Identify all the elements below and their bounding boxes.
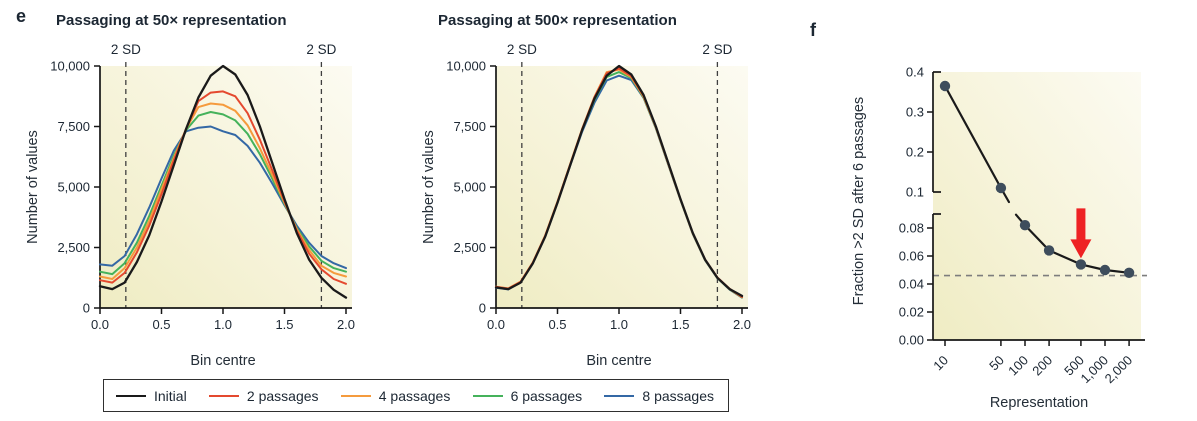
- x-tick-label: 1.0: [214, 317, 232, 332]
- y-tick-label: 0.4: [906, 65, 924, 80]
- legend-item-initial: Initial: [116, 388, 187, 404]
- x-tick-label: 1.5: [671, 317, 689, 332]
- panel-label-f: f: [810, 20, 816, 40]
- legend-item-2-passages: 2 passages: [208, 387, 319, 404]
- y-tick-label: 0.00: [899, 333, 924, 348]
- legend-label: Initial: [154, 387, 187, 404]
- sd-threshold-lines: 2 SD 2 SD: [111, 42, 337, 308]
- legend-item-8-passages: 8 passages: [604, 388, 714, 404]
- line-swatch-8-passages: [604, 394, 635, 397]
- legend-label: 6 passages: [510, 387, 583, 404]
- data-points: [939, 80, 1135, 278]
- y-tick-label: 0.1: [906, 185, 924, 200]
- y-tick-label: 5,000: [57, 180, 90, 195]
- axes: 0 2,500 5,000 7,500 10,000 0.0 0.5 1.0 1.5 2.0: [50, 59, 355, 333]
- y-tick-label: 0.3: [906, 105, 924, 120]
- legend-label: 2 passages: [246, 387, 319, 404]
- chart-title: Passaging at 50× representation: [56, 12, 287, 29]
- x-axis-label: Representation: [989, 395, 1089, 411]
- series-line-8-passages: [99, 125, 347, 270]
- legend-label: 4 passages: [378, 387, 451, 404]
- sd-label: 2 SD: [507, 42, 537, 57]
- line-swatch-2-passages: [208, 394, 239, 397]
- y-tick-label: 0.02: [899, 305, 924, 320]
- x-tick-label: 50: [986, 353, 1007, 374]
- highlight-arrow: [1070, 208, 1092, 259]
- legend-item-6-passages: 6 passages: [472, 387, 583, 404]
- line-swatch-initial: [116, 394, 146, 397]
- x-tick-label: 1.0: [610, 317, 628, 332]
- y-tick-label: 10,000: [50, 59, 90, 74]
- x-tick-label: 2,000: [1102, 353, 1136, 387]
- y-tick-label: 0.06: [899, 249, 924, 264]
- y-tick-label: 0.08: [899, 221, 924, 236]
- plot-background: [496, 66, 748, 308]
- x-tick-label: 0.5: [152, 317, 170, 332]
- line-swatch-6-passages: [472, 394, 503, 397]
- chart-passaging-500x: Passaging at 500× representation Number …: [418, 12, 758, 369]
- x-axis-label: Bin centre: [190, 353, 256, 369]
- y-axis-label: Number of values: [421, 130, 437, 244]
- chart-title: Passaging at 500× representation: [438, 12, 677, 29]
- sd-label: 2 SD: [111, 42, 141, 57]
- x-tick-label: 1.5: [275, 317, 293, 332]
- plot-background: [100, 66, 352, 308]
- plot-area-50x: 2 SD 2 SD 0 2,500 5,000 7,500 10,000 0.0 0.5 1.0 1…: [50, 42, 355, 333]
- series-line-6-passages: [99, 111, 347, 276]
- x-tick-label: 2.0: [733, 317, 751, 332]
- x-tick-label: 200: [1029, 353, 1055, 379]
- panel-label-e: e: [16, 6, 27, 26]
- y-axis-label: Fraction >2 SD after 6 passages: [851, 96, 867, 306]
- sd-label: 2 SD: [702, 42, 732, 57]
- series-line-initial: [494, 64, 744, 298]
- y-tick-label: 0.04: [899, 277, 924, 292]
- y-tick-label: 2,500: [453, 240, 486, 255]
- x-tick-label: 10: [930, 353, 951, 374]
- series-line-initial: [98, 64, 348, 299]
- sd-threshold-lines: 2 SD 2 SD: [507, 42, 733, 308]
- y-tick-label: 0: [83, 301, 90, 316]
- y-tick-label: 2,500: [57, 240, 90, 255]
- legend-item-4-passages: 4 passages: [340, 387, 451, 404]
- x-tick-label: 0.0: [487, 317, 505, 332]
- sd-label: 2 SD: [306, 42, 336, 57]
- axes: 0 2,500 5,000 7,500 10,000 0.0 0.5 1.0 1.5 2.0: [446, 59, 751, 333]
- legend: Initial 2 passages 4 passages 6 passages…: [103, 379, 729, 412]
- series-line-4-passages: [99, 102, 347, 280]
- series-line-2-passages: [99, 90, 347, 285]
- x-tick-label: 0.0: [91, 317, 109, 332]
- x-tick-label: 0.5: [548, 317, 566, 332]
- plot-area-500x: 2 SD 2 SD 0 2,500 5,000 7,500 10,000 0.0 0.5 1.0 1…: [446, 42, 751, 333]
- y-tick-label: 0.2: [906, 145, 924, 160]
- chart-passaging-50x: Passaging at 50× representation Number o…: [22, 12, 362, 369]
- x-tick-label: 2.0: [337, 317, 355, 332]
- line-swatch-4-passages: [340, 394, 371, 397]
- y-tick-label: 7,500: [453, 119, 486, 134]
- y-tick-label: 5,000: [453, 180, 486, 195]
- y-axis-label: Number of values: [25, 130, 41, 244]
- y-tick-label: 7,500: [57, 119, 90, 134]
- y-tick-label: 10,000: [446, 59, 486, 74]
- y-tick-label: 0: [479, 301, 486, 316]
- x-axis-label: Bin centre: [586, 353, 652, 369]
- x-tick-label: 100: [1005, 353, 1031, 379]
- legend-label: 8 passages: [642, 387, 714, 404]
- plot-background: [933, 72, 1141, 340]
- chart-fraction-vs-representation: Fraction >2 SD after 6 passages 0.1 0.2 0.…: [851, 52, 1175, 411]
